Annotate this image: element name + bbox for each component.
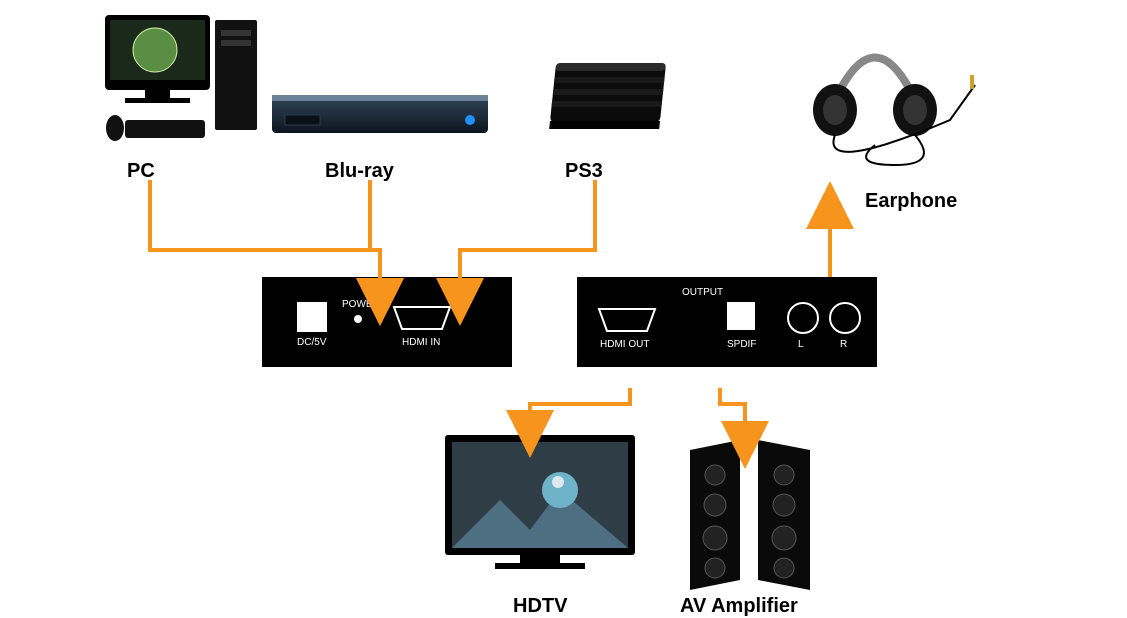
- output-label: OUTPUT: [682, 287, 723, 298]
- label-hdtv: HDTV: [513, 595, 567, 618]
- spdif-port: [727, 302, 755, 330]
- spdif-label: SPDIF: [727, 339, 756, 350]
- edge-hdmiout: [530, 388, 630, 434]
- l-label: L: [798, 339, 804, 350]
- label-earphone: Earphone: [865, 190, 957, 213]
- dc5v-label: DC/5V: [297, 337, 326, 348]
- r-jack: [829, 302, 861, 334]
- panel-output: OUTPUT HDMI OUT SPDIF L R: [577, 277, 877, 367]
- label-pc: PC: [127, 160, 155, 183]
- edge-spdif: [720, 388, 745, 445]
- device-ps3: [540, 45, 670, 145]
- label-ps3: PS3: [565, 160, 603, 183]
- label-avamp: AV Amplifier: [680, 595, 798, 618]
- l-jack: [787, 302, 819, 334]
- power-label: POWER: [342, 299, 380, 310]
- hdmi-in-port: [392, 305, 452, 331]
- hdmi-out-label: HDMI OUT: [600, 339, 649, 350]
- r-label: R: [840, 339, 847, 350]
- hdmi-in-label: HDMI IN: [402, 337, 440, 348]
- device-earphone: [800, 25, 980, 175]
- label-bluray: Blu-ray: [325, 160, 394, 183]
- device-hdtv: [440, 430, 640, 590]
- hdmi-out-port: [597, 307, 657, 333]
- device-pc: [100, 10, 260, 150]
- device-av-amplifier: [680, 440, 820, 590]
- power-led: [354, 315, 362, 323]
- dc5v-port: [297, 302, 327, 332]
- panel-input: DC/5V POWER HDMI IN: [262, 277, 512, 367]
- device-bluray: [270, 85, 490, 145]
